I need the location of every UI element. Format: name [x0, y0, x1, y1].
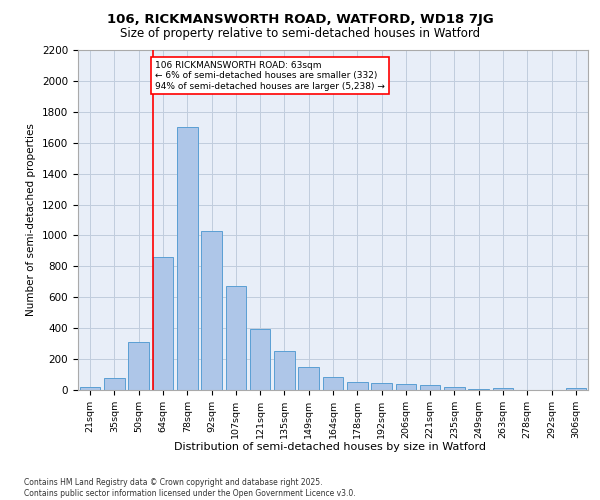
Y-axis label: Number of semi-detached properties: Number of semi-detached properties	[26, 124, 37, 316]
Bar	[298, 367, 319, 390]
Bar	[347, 382, 368, 390]
Text: Contains HM Land Registry data © Crown copyright and database right 2025.
Contai: Contains HM Land Registry data © Crown c…	[24, 478, 356, 498]
Bar	[80, 387, 100, 390]
Text: Distribution of semi-detached houses by size in Watford: Distribution of semi-detached houses by …	[174, 442, 486, 452]
Text: Size of property relative to semi-detached houses in Watford: Size of property relative to semi-detach…	[120, 28, 480, 40]
Bar	[250, 329, 271, 390]
Bar	[469, 389, 489, 390]
Bar	[104, 378, 125, 390]
Bar	[323, 377, 343, 390]
Bar	[395, 384, 416, 390]
Bar	[226, 286, 246, 390]
Bar	[566, 388, 586, 390]
Bar	[371, 383, 392, 390]
Bar	[420, 386, 440, 390]
Text: 106 RICKMANSWORTH ROAD: 63sqm
← 6% of semi-detached houses are smaller (332)
94%: 106 RICKMANSWORTH ROAD: 63sqm ← 6% of se…	[155, 61, 385, 90]
Bar	[274, 352, 295, 390]
Bar	[128, 342, 149, 390]
Text: 106, RICKMANSWORTH ROAD, WATFORD, WD18 7JG: 106, RICKMANSWORTH ROAD, WATFORD, WD18 7…	[107, 12, 493, 26]
Bar	[152, 257, 173, 390]
Bar	[201, 231, 222, 390]
Bar	[444, 387, 465, 390]
Bar	[493, 388, 514, 390]
Bar	[177, 128, 197, 390]
